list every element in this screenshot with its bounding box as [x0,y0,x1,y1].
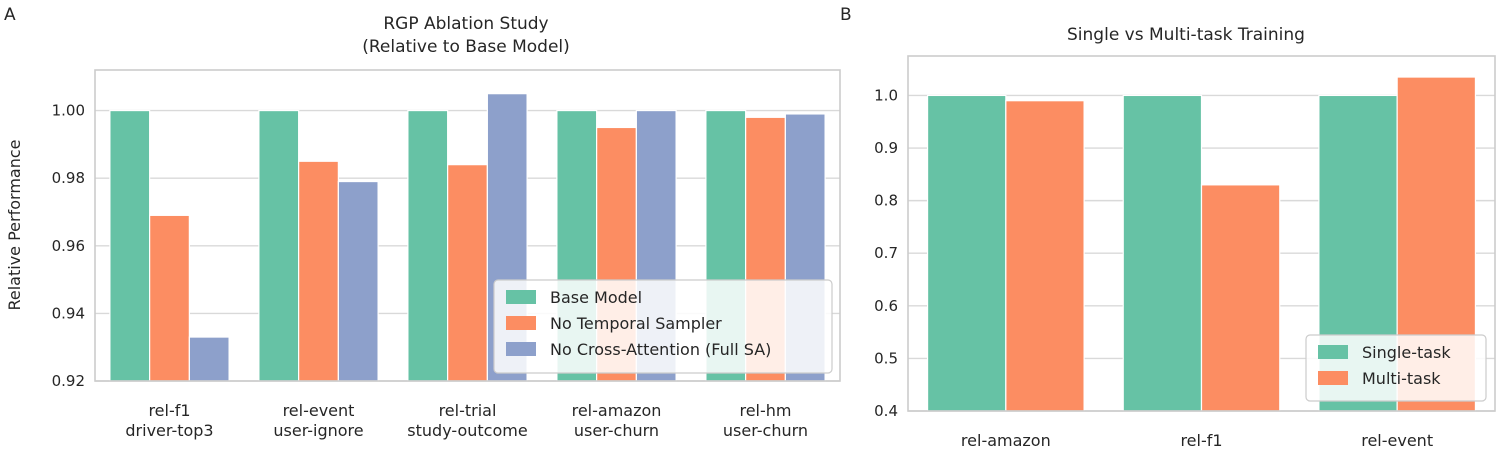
panel-b-bar-single-task [1122,94,1203,412]
panel-b-label: B [840,5,852,25]
panel-b-legend-swatch [1318,345,1348,359]
panel-a-legend-label: Base Model [550,288,642,307]
panel-a-plot-frame [94,69,841,382]
panel-a-bar-base-model [407,109,449,382]
panel-b-category-label: rel-f1 [1180,431,1222,450]
panel-a-y-axis-label: Relative Performance [5,140,24,311]
panel-a-category-label: rel-trial [439,401,497,420]
panel-b-y-tick-label: 0.7 [874,244,898,262]
panel-a-bar-base-model [258,109,300,382]
panel-a-legend-swatch [506,290,536,304]
panel-a-title-line1: RGP Ablation Study [383,14,548,34]
panel-a-title-line2: (Relative to Base Model) [362,37,570,57]
panel-a-category-label: study-outcome [407,421,527,440]
panel-b-category-label: rel-event [1361,431,1433,450]
panel-a-legend-swatch [506,342,536,356]
panel-a-category-label: rel-event [283,401,355,420]
panel-b-y-tick-label: 0.5 [874,349,898,367]
panel-b-bar-multi-task [1200,184,1281,412]
panel-a-bar-no-temporal-sampler [149,214,190,382]
panel-b-legend-swatch [1318,371,1348,385]
panel-b-plot-frame [907,55,1496,412]
panel-a-y-tick-label: 0.92 [52,372,85,390]
panel-b-bar-single-task [926,94,1007,412]
panel-a-category-label: user-churn [574,421,659,440]
panel-a-legend-box [493,279,833,374]
panel-b-legend-label: Multi-task [1362,369,1441,388]
panel-a-category-label: user-ignore [273,421,363,440]
panel-a-legend-label: No Temporal Sampler [550,314,722,333]
panel-b: B Single vs Multi-task Training 0.4 0.5 0.… [840,5,1496,450]
panel-b-title: Single vs Multi-task Training [1067,25,1305,45]
panel-a-y-tick-label: 0.94 [52,304,85,322]
panel-b-y-tick-label: 0.4 [874,402,898,420]
panel-b-y-tick-label: 0.9 [874,139,898,157]
panel-a-legend-swatch [506,316,536,330]
panel-a-label: A [4,5,16,25]
panel-a: A RGP Ablation Study (Relative to Base M… [4,5,841,440]
panel-a-y-tick-label: 1.00 [52,102,85,120]
panel-b-y-tick-label: 1.0 [874,86,898,104]
panel-a-bar-no-temporal-sampler [447,164,488,382]
panel-b-category-label: rel-amazon [961,431,1051,450]
panel-b-y-tick-label: 0.8 [874,192,898,210]
panel-a-category-label: rel-amazon [572,401,662,420]
panel-a-bar-no-temporal-sampler [298,160,339,382]
panel-a-y-tick-label: 0.96 [52,237,85,255]
panel-a-legend-label: No Cross-Attention (Full SA) [550,340,771,359]
panel-a-legend: Base Model No Temporal Sampler No Cross-At… [493,279,833,374]
panel-b-bar-multi-task [1005,100,1085,412]
panel-b-legend: Single-task Multi-task [1305,334,1487,402]
panel-b-legend-box [1305,334,1487,402]
panel-a-bar-no-cross-attention-full-sa [337,180,379,382]
panel-a-category-label: user-churn [723,421,808,440]
panel-a-y-tick-label: 0.98 [52,169,85,187]
panel-a-category-label: rel-hm [739,401,791,420]
panel-a-bar-base-model [109,109,151,382]
panel-b-y-tick-label: 0.6 [874,297,898,315]
panel-a-category-label: driver-top3 [125,421,213,440]
panel-b-legend-label: Single-task [1362,343,1451,362]
panel-a-bar-no-cross-attention-full-sa [188,336,230,382]
panel-a-category-label: rel-f1 [148,401,190,420]
